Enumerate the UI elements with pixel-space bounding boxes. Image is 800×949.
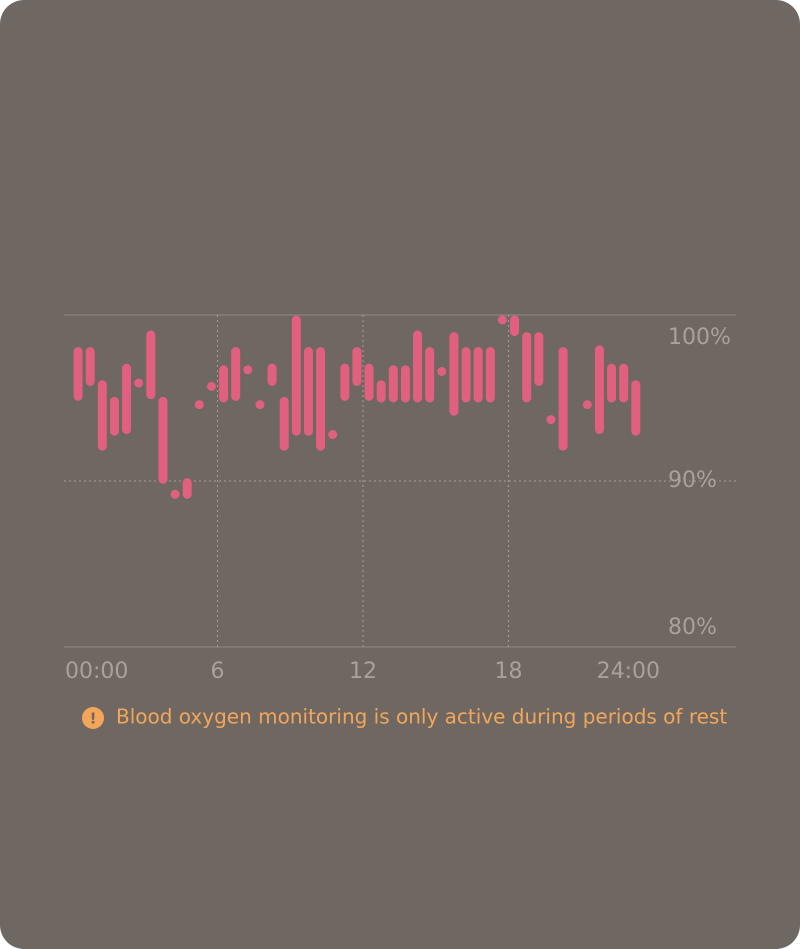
range-bar: [97, 380, 107, 451]
range-bar: [449, 332, 459, 416]
info-icon-mark: !: [90, 710, 97, 728]
range-bar: [279, 396, 289, 451]
range-bar: [316, 347, 326, 451]
range-bar: [473, 347, 483, 403]
x-tick-label: 18: [495, 659, 523, 684]
range-bar: [219, 365, 229, 403]
range-bar: [497, 315, 507, 325]
range-bar: [122, 363, 132, 435]
range-bar: [206, 381, 216, 391]
range-bar: [134, 378, 144, 388]
info-icon: [82, 707, 104, 729]
range-bar: [510, 315, 520, 337]
x-tick-label: 00:00: [65, 659, 128, 684]
range-bar: [400, 365, 410, 403]
range-bar: [146, 330, 156, 400]
y-tick-label: 90%: [668, 468, 717, 493]
range-bar: [534, 332, 544, 386]
range-bar: [182, 478, 192, 499]
range-bar: [485, 347, 495, 403]
range-bar: [461, 347, 471, 403]
range-bar: [328, 430, 338, 440]
range-bar: [109, 396, 119, 436]
range-bar: [558, 347, 568, 451]
range-bar: [607, 363, 617, 403]
range-bar: [170, 489, 180, 499]
range-bar: [619, 363, 629, 403]
y-tick-label: 100%: [668, 325, 731, 350]
range-bar: [340, 363, 350, 401]
note: Blood oxygen monitoring is only active d…: [116, 705, 727, 729]
range-bar: [364, 363, 374, 401]
range-bar: [352, 347, 362, 386]
range-bar: [582, 400, 592, 410]
range-bar: [376, 380, 386, 403]
range-bar: [631, 380, 641, 436]
range-bar: [522, 332, 532, 403]
x-tick-label: 12: [349, 659, 377, 684]
range-bar: [546, 415, 556, 425]
x-tick-label: 6: [211, 659, 225, 684]
range-bar: [85, 347, 95, 386]
range-bar: [388, 365, 398, 403]
range-bar: [73, 347, 83, 401]
range-bar: [291, 315, 301, 436]
range-bar: [243, 365, 253, 375]
y-tick-label: 80%: [668, 615, 717, 640]
range-bar: [255, 400, 265, 410]
range-bar: [413, 330, 423, 403]
range-bar: [158, 396, 168, 484]
range-bar: [194, 400, 204, 410]
x-tick-label: 24:00: [597, 659, 660, 684]
range-bar: [594, 345, 604, 435]
range-bar: [231, 347, 241, 401]
range-bar: [267, 363, 277, 386]
range-bar: [425, 347, 435, 403]
range-bar: [303, 347, 313, 436]
range-bar: [437, 366, 447, 376]
